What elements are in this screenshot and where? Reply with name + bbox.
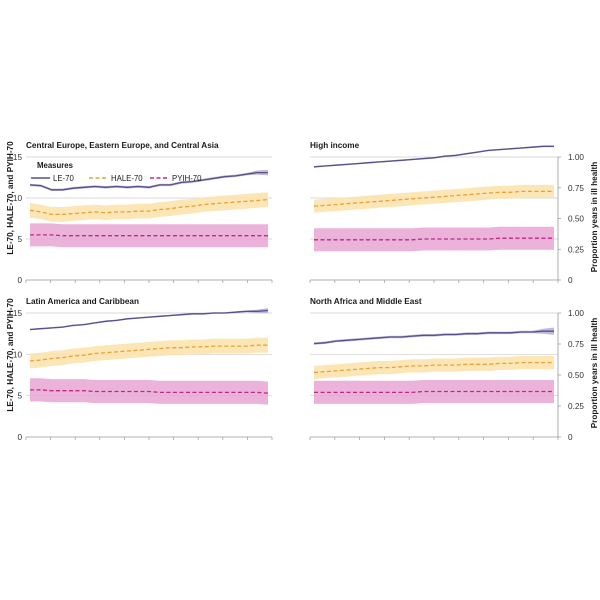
y-tick-label-left: 10 [13,350,23,359]
panel-title-north-africa: North Africa and Middle East [310,297,422,306]
le-series-line [313,330,554,345]
pyih-series-line [30,389,269,394]
pyih-series-line [314,237,554,241]
legend-label-le: LE-70 [53,174,74,183]
y-tick-label-right: 0.25 [568,402,584,411]
panels: Central Europe, Eastern Europe, and Cent… [13,141,584,442]
y-tick-label-right: 0.50 [568,371,584,380]
y-axis-title-right-bottom: Proportion years in ill health [590,318,599,429]
y-axis-title-right-top: Proportion years in ill health [590,162,599,273]
y-axis-title-left-top: LE-70, HALE-70, and PYIH-70 [6,141,15,255]
y-tick-label-left: 0 [17,276,22,285]
hale-series-line [29,344,268,362]
hale-series-line [313,190,554,207]
pyih-series-line [314,390,554,394]
y-tick-label-right: 0.75 [568,184,584,193]
y-tick-label-right: 0.25 [568,245,584,254]
hale-uncertainty-band [314,184,554,213]
y-tick-label-right: 1.00 [568,309,584,318]
panel-latin-america: Latin America and Caribbean 0 5 10 15 [13,297,273,442]
y-tick-label-left: 10 [13,194,23,203]
le-series-line [29,171,268,191]
pyih-series-line [30,234,268,237]
legend-label-pyih: PYIH-70 [172,174,202,183]
hale-uncertainty-band [30,337,268,369]
hale-uncertainty-band [30,192,268,222]
y-tick-label-left: 0 [17,433,22,442]
panel-title-high-income: High income [310,141,360,150]
y-tick-label-left: 15 [13,309,23,318]
y-tick-label-right: 0 [568,433,573,442]
panel-north-africa: North Africa and Middle East 0 0.25 0.50 0.7… [309,297,584,442]
y-tick-label-right: 0.50 [568,215,584,224]
le-series-line [313,145,554,168]
hale-series-line [29,198,269,216]
panel-title-central-europe: Central Europe, Eastern Europe, and Cent… [26,141,219,150]
y-tick-label-right: 0 [568,276,573,285]
panel-central-europe: Central Europe, Eastern Europe, and Cent… [13,141,273,285]
hale-series-line [313,361,554,374]
hale-uncertainty-band [314,356,554,380]
legend: Measures LE-70 HALE-70 PYIH-70 [31,161,202,183]
y-tick-label-right: 0.75 [568,340,584,349]
y-tick-label-left: 5 [17,235,22,244]
le-series-line [29,309,269,331]
y-tick-label-left: 5 [17,392,22,401]
legend-label-hale: HALE-70 [111,174,143,183]
panel-high-income: High income 0 0.25 0.50 0.75 1.00 [309,141,584,285]
y-axis-title-left-bottom: LE-70, HALE-70, and PYIH-70 [6,298,15,412]
legend-title: Measures [37,161,74,170]
panel-title-latin-america: Latin America and Caribbean [26,297,139,306]
le-uncertainty-band [314,327,554,345]
y-tick-label-right: 1.00 [568,153,584,162]
y-tick-label-left: 15 [13,153,23,162]
